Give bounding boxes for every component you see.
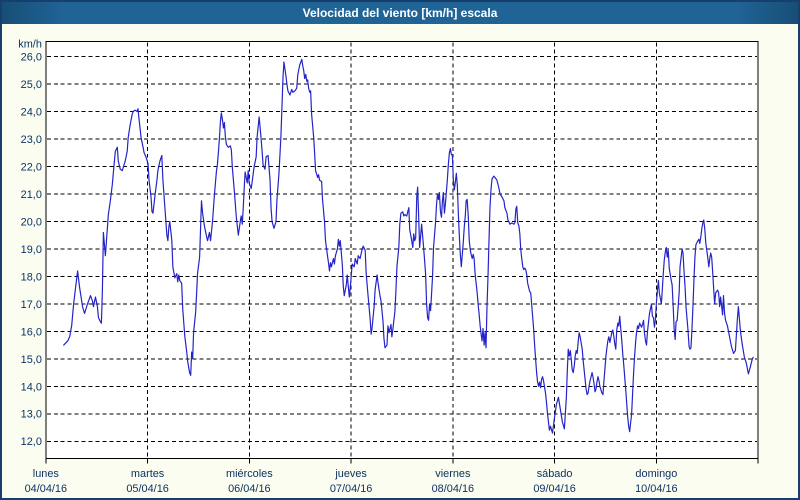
y-axis-unit-label: km/h bbox=[18, 39, 42, 51]
y-tick-label: 14,0 bbox=[21, 381, 42, 393]
x-tick-day-label: jueves bbox=[334, 468, 367, 480]
x-tick-date-label: 08/04/16 bbox=[432, 483, 474, 495]
y-tick-label: 16,0 bbox=[21, 326, 42, 338]
y-tick-label: 13,0 bbox=[21, 409, 42, 421]
plot-area bbox=[45, 41, 759, 459]
y-tick-label: 19,0 bbox=[21, 244, 42, 256]
y-tick-label: 12,0 bbox=[21, 436, 42, 448]
wind-speed-line bbox=[63, 58, 754, 434]
x-tick-date-label: 06/04/16 bbox=[228, 483, 270, 495]
y-tick-label: 21,0 bbox=[21, 189, 42, 201]
x-tick-day-label: sábado bbox=[537, 468, 573, 480]
chart-title: Velocidad del viento [km/h] escala bbox=[302, 6, 498, 20]
x-tick-day-label: viernes bbox=[435, 468, 471, 480]
x-tick-date-label: 07/04/16 bbox=[330, 483, 372, 495]
x-tick-date-label: 10/04/16 bbox=[635, 483, 677, 495]
x-tick-day-label: martes bbox=[131, 468, 165, 480]
x-tick-day-label: lunes bbox=[33, 468, 60, 480]
y-tick-label: 22,0 bbox=[21, 161, 42, 173]
y-tick-label: 23,0 bbox=[21, 134, 42, 146]
y-tick-label: 24,0 bbox=[21, 106, 42, 118]
y-tick-label: 20,0 bbox=[21, 216, 42, 228]
x-tick-day-label: domingo bbox=[635, 468, 677, 480]
x-tick-date-label: 04/04/16 bbox=[25, 483, 67, 495]
y-tick-label: 15,0 bbox=[21, 354, 42, 366]
x-tick-date-label: 05/04/16 bbox=[126, 483, 168, 495]
x-tick-date-label: 09/04/16 bbox=[533, 483, 575, 495]
x-tick-day-label: miércoles bbox=[226, 468, 273, 480]
y-tick-label: 18,0 bbox=[21, 271, 42, 283]
y-tick-label: 26,0 bbox=[21, 52, 42, 64]
title-bar: Velocidad del viento [km/h] escala bbox=[2, 2, 798, 24]
y-tick-label: 25,0 bbox=[21, 79, 42, 91]
y-tick-label: 17,0 bbox=[21, 299, 42, 311]
